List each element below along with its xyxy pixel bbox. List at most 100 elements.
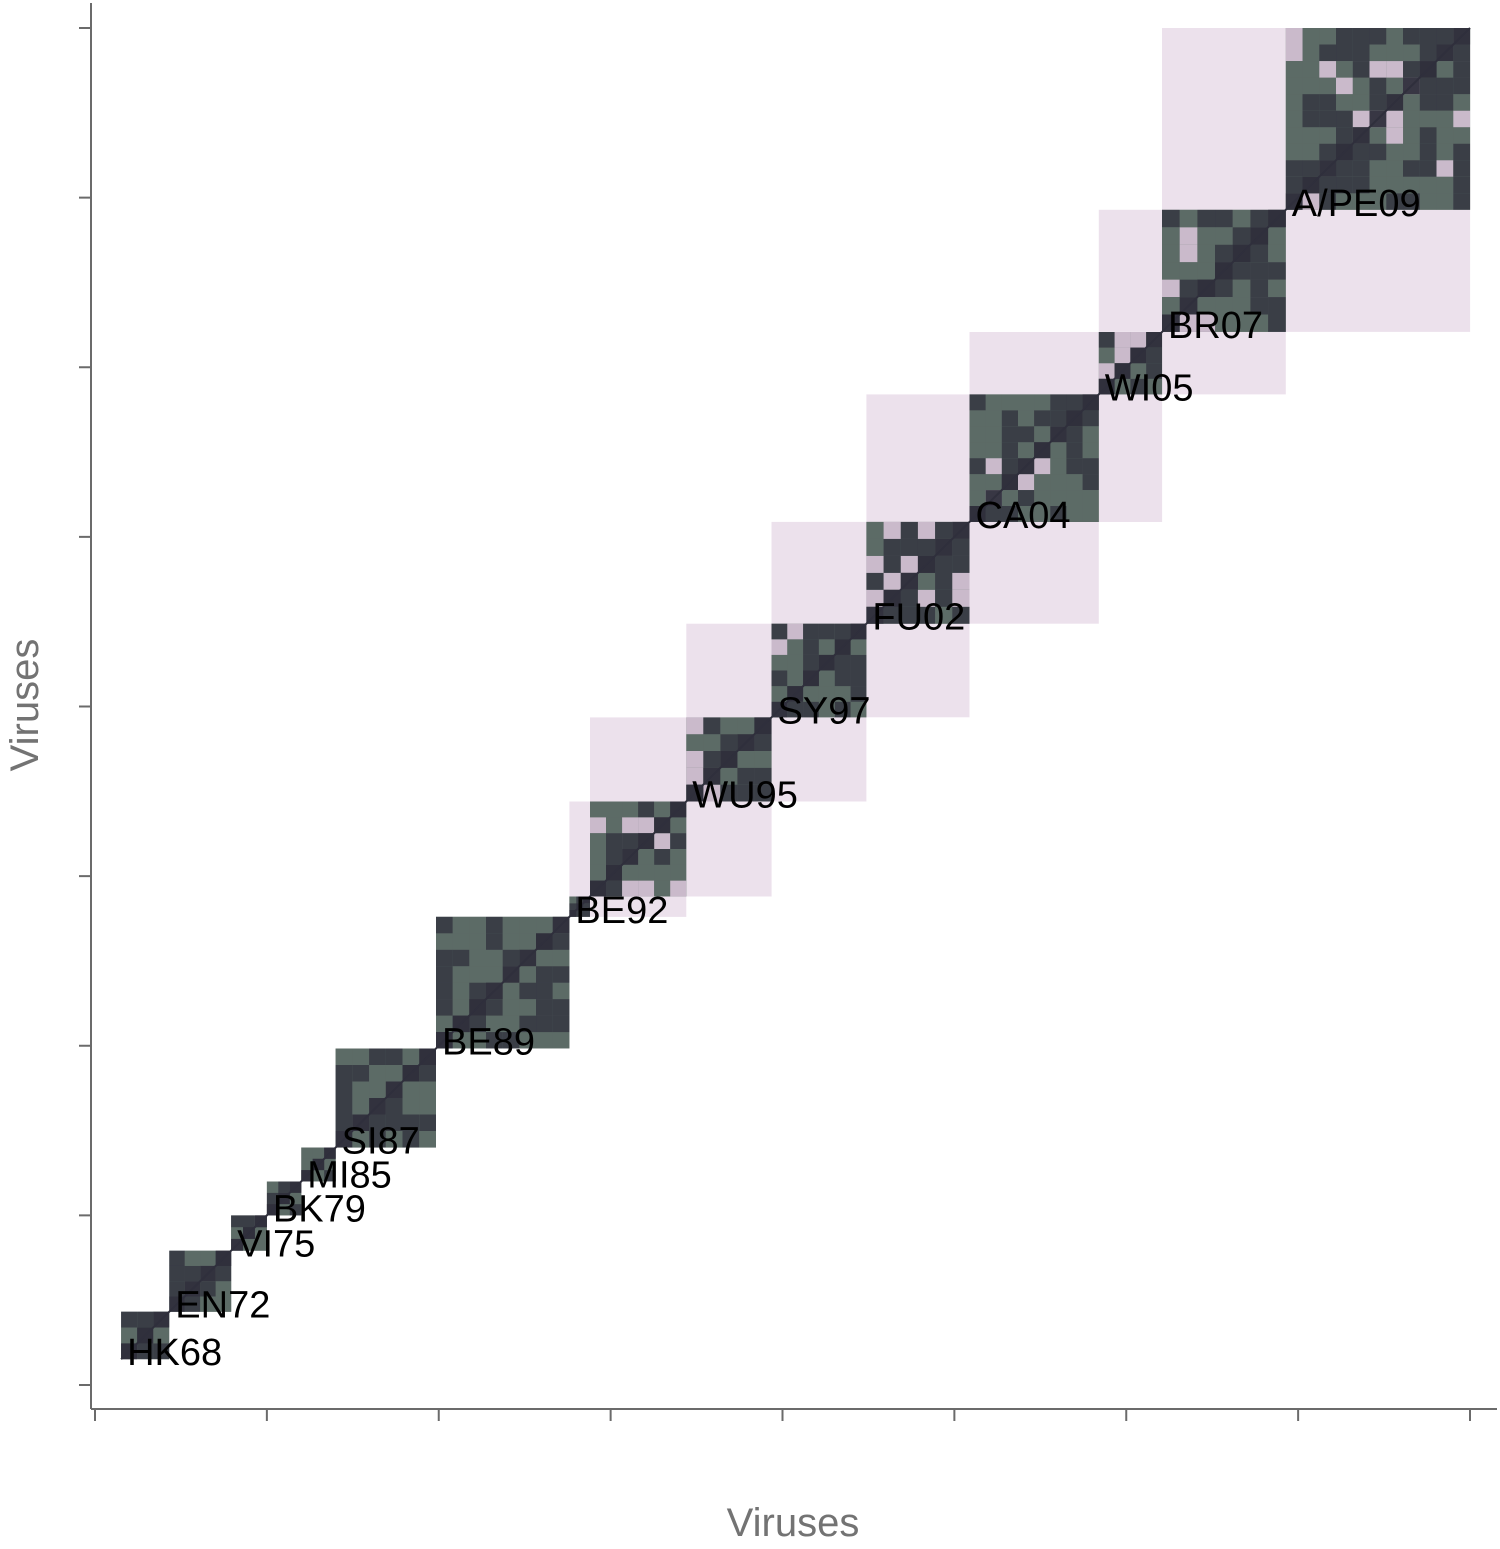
heatmap-cell (335, 1048, 353, 1065)
heatmap-cell (1386, 110, 1404, 128)
heatmap-cell (1018, 426, 1035, 443)
heatmap-cell (952, 538, 970, 556)
heatmap-cell (1018, 442, 1035, 459)
heatmap-cell (638, 880, 655, 897)
heatmap-cell (1018, 394, 1035, 411)
heatmap-cell (1250, 262, 1269, 280)
heatmap-cell (866, 589, 884, 607)
heatmap-cell (1436, 94, 1454, 111)
heatmap-cell (215, 1265, 232, 1282)
heatmap-cell (1082, 474, 1099, 490)
heatmap-cell (1001, 442, 1018, 459)
heatmap-cell (1336, 77, 1353, 95)
heatmap-cell (1369, 61, 1387, 78)
heatmap-cell (1034, 394, 1051, 411)
heatmap-cell (184, 1265, 201, 1282)
heatmap-cell (502, 949, 520, 967)
heatmap-cell (1386, 44, 1404, 61)
heatmap-cell (883, 606, 901, 624)
heatmap-cell (1336, 176, 1353, 194)
heatmap-cell (1050, 490, 1067, 506)
cluster-label: HK68 (127, 1332, 222, 1374)
heatmap-cell (552, 949, 570, 967)
heatmap-cell (536, 949, 553, 967)
heatmap-cell (519, 933, 537, 950)
heatmap-cell (335, 1065, 353, 1082)
cluster-label: MI85 (307, 1155, 391, 1197)
heatmap-cell (1050, 474, 1067, 490)
heatmap-cell (1386, 77, 1404, 95)
heatmap-cell (369, 1081, 386, 1098)
heatmap-cell (754, 767, 772, 785)
heatmap-cell (153, 1327, 170, 1344)
heatmap-cell (1285, 77, 1303, 95)
heatmap-cell (385, 1114, 403, 1131)
heatmap-cell (900, 538, 918, 556)
heatmap-cell (419, 1114, 436, 1131)
heatmap-cell (469, 916, 486, 934)
heatmap-cell (1436, 143, 1454, 161)
heatmap-cell (1369, 193, 1387, 210)
heatmap-cell (1018, 410, 1035, 427)
heatmap-cell (536, 982, 553, 1000)
heatmap-cell (737, 767, 755, 785)
heatmap-diagonal-line (120, 27, 1471, 1360)
heatmap-cell (654, 801, 671, 818)
heatmap-cell (1179, 227, 1198, 245)
heatmap-cell (803, 623, 819, 640)
heatmap-cell (231, 1227, 243, 1239)
heatmap-cell (1001, 426, 1018, 443)
heatmap-cell (1369, 143, 1387, 161)
heatmap-cell (402, 1131, 420, 1148)
heatmap-cell (436, 933, 453, 950)
heatmap-cell (703, 734, 721, 751)
heatmap-cell (184, 1296, 201, 1312)
heatmap-cell (866, 572, 884, 590)
heatmap-cell (1285, 176, 1303, 194)
heatmap-cell (1066, 458, 1083, 475)
heatmap-cell (1436, 61, 1454, 78)
heatmap-cell (1336, 127, 1353, 144)
heatmap-cell (686, 717, 704, 735)
heatmap-cell (1098, 363, 1115, 379)
heatmap-cell (1453, 77, 1471, 95)
heatmap-cell (1453, 44, 1471, 61)
heatmap-cell (654, 864, 671, 881)
heatmap-cell (1285, 28, 1303, 45)
heatmap-cell (1034, 410, 1051, 427)
heatmap-cell (519, 982, 537, 1000)
heatmap-cell (1319, 110, 1337, 128)
heatmap-cell (703, 751, 721, 768)
heatmap-cell (436, 982, 453, 1000)
heatmap-cell (137, 1311, 154, 1328)
heatmap-cell (369, 1065, 386, 1082)
heatmap-cell (1453, 61, 1471, 78)
heatmap-cell (1436, 77, 1454, 95)
heatmap-cell (1050, 394, 1067, 411)
heatmap-cell (469, 982, 486, 1000)
heatmap-cell (486, 933, 503, 950)
heatmap-cell (1001, 506, 1018, 522)
heatmap-cell (1232, 279, 1251, 297)
heatmap-cell (215, 1296, 232, 1312)
heatmap-cell (1066, 426, 1083, 443)
heatmap-cell (1369, 28, 1387, 45)
heatmap-cell (1162, 209, 1180, 228)
heatmap-cell (917, 589, 936, 607)
heatmap-cell (754, 784, 772, 802)
heatmap-cell (606, 849, 622, 865)
heatmap-cell (1453, 193, 1471, 210)
heatmap-cell (1114, 378, 1131, 395)
heatmap-cell (1018, 506, 1035, 522)
heatmap-cell (1403, 127, 1420, 144)
heatmap-cell (1215, 279, 1233, 297)
heatmap-cell (1179, 279, 1198, 297)
heatmap-cell (1232, 227, 1251, 245)
heatmap-cell (1419, 160, 1437, 177)
heatmap-cell (1419, 94, 1437, 111)
heatmap-cell (590, 864, 606, 881)
heatmap-cell (1336, 193, 1353, 210)
heatmap-cell (1302, 61, 1320, 78)
heatmap-cell (654, 880, 671, 897)
heatmap-cell (352, 1098, 370, 1115)
